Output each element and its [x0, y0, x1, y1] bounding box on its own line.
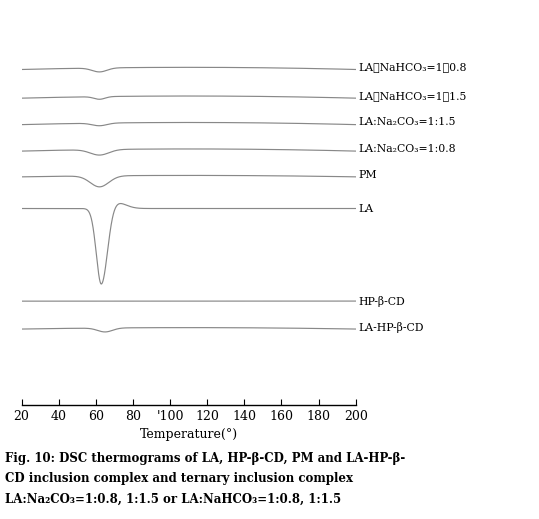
Text: LA-HP-β-CD: LA-HP-β-CD: [358, 322, 424, 333]
Text: LA:Na₂CO₃=1:0.8: LA:Na₂CO₃=1:0.8: [358, 144, 456, 154]
Text: HP-β-CD: HP-β-CD: [358, 296, 405, 307]
Text: LA:Na₂CO₃=1:0.8, 1:1.5 or LA:NaHCO₃=1:0.8, 1:1.5: LA:Na₂CO₃=1:0.8, 1:1.5 or LA:NaHCO₃=1:0.…: [5, 493, 342, 506]
Text: LA:Na₂CO₃=1:1.5: LA:Na₂CO₃=1:1.5: [358, 117, 456, 128]
X-axis label: Temperature(°): Temperature(°): [140, 428, 238, 441]
Text: CD inclusion complex and ternary inclusion complex: CD inclusion complex and ternary inclusi…: [5, 472, 354, 485]
Text: LA: LA: [358, 203, 374, 213]
Text: PM: PM: [358, 170, 377, 181]
Text: LA：NaHCO₃=1：0.8: LA：NaHCO₃=1：0.8: [358, 62, 467, 72]
Text: Fig. 10: DSC thermograms of LA, HP-β-CD, PM and LA-HP-β-: Fig. 10: DSC thermograms of LA, HP-β-CD,…: [5, 452, 406, 465]
Text: LA：NaHCO₃=1：1.5: LA：NaHCO₃=1：1.5: [358, 91, 467, 101]
